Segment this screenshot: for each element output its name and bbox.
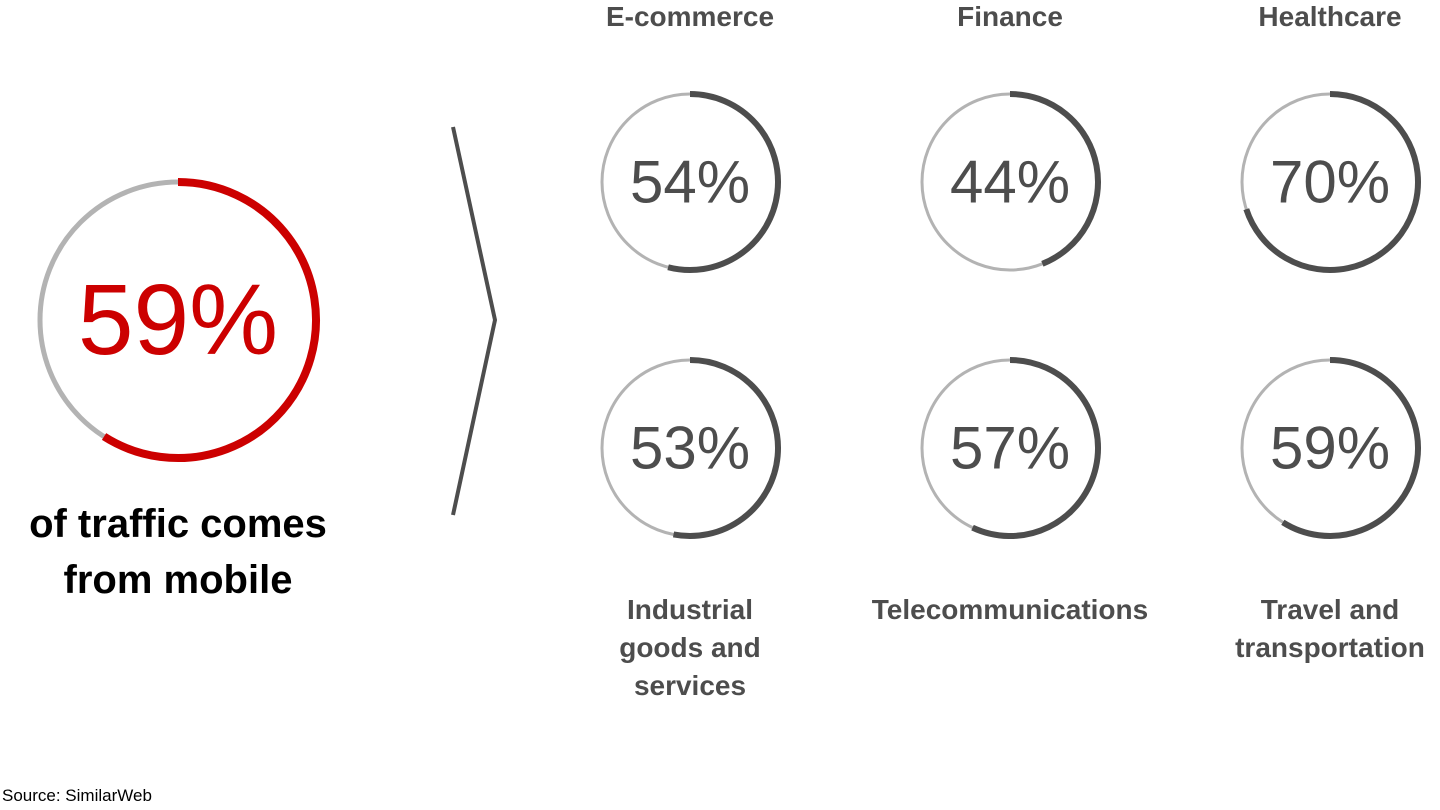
ring-value-label: 57% [950, 415, 1070, 482]
ring-value-label: 59% [78, 264, 278, 376]
ring-arc [1281, 357, 1421, 539]
ring-title: E-commerce [605, 1, 775, 32]
ring-arc [101, 178, 320, 462]
ring-title: Finance [957, 1, 1063, 32]
ring-arc [971, 357, 1101, 539]
ring-arc [672, 357, 781, 539]
ring-title: Industrial goods and services [619, 594, 761, 701]
ring-title: Telecommunications [871, 594, 1149, 625]
ring-value-label: 70% [1270, 149, 1390, 216]
ring-value-label: 59% [1270, 415, 1390, 482]
ring-value-label: 44% [950, 149, 1070, 216]
chevron [451, 126, 498, 516]
ring-caption: of traffic comes from mobile [29, 502, 327, 602]
ring-arc [1009, 91, 1101, 267]
source: Source: SimilarWeb [2, 786, 152, 805]
ring-title: Healthcare [1258, 1, 1402, 32]
ring-value-label: 54% [630, 149, 750, 216]
ring-title: Travel and transportation [1235, 594, 1425, 663]
ring-value-label: 53% [630, 415, 750, 482]
ring-arc [667, 91, 781, 273]
ring-arc [1243, 91, 1421, 273]
